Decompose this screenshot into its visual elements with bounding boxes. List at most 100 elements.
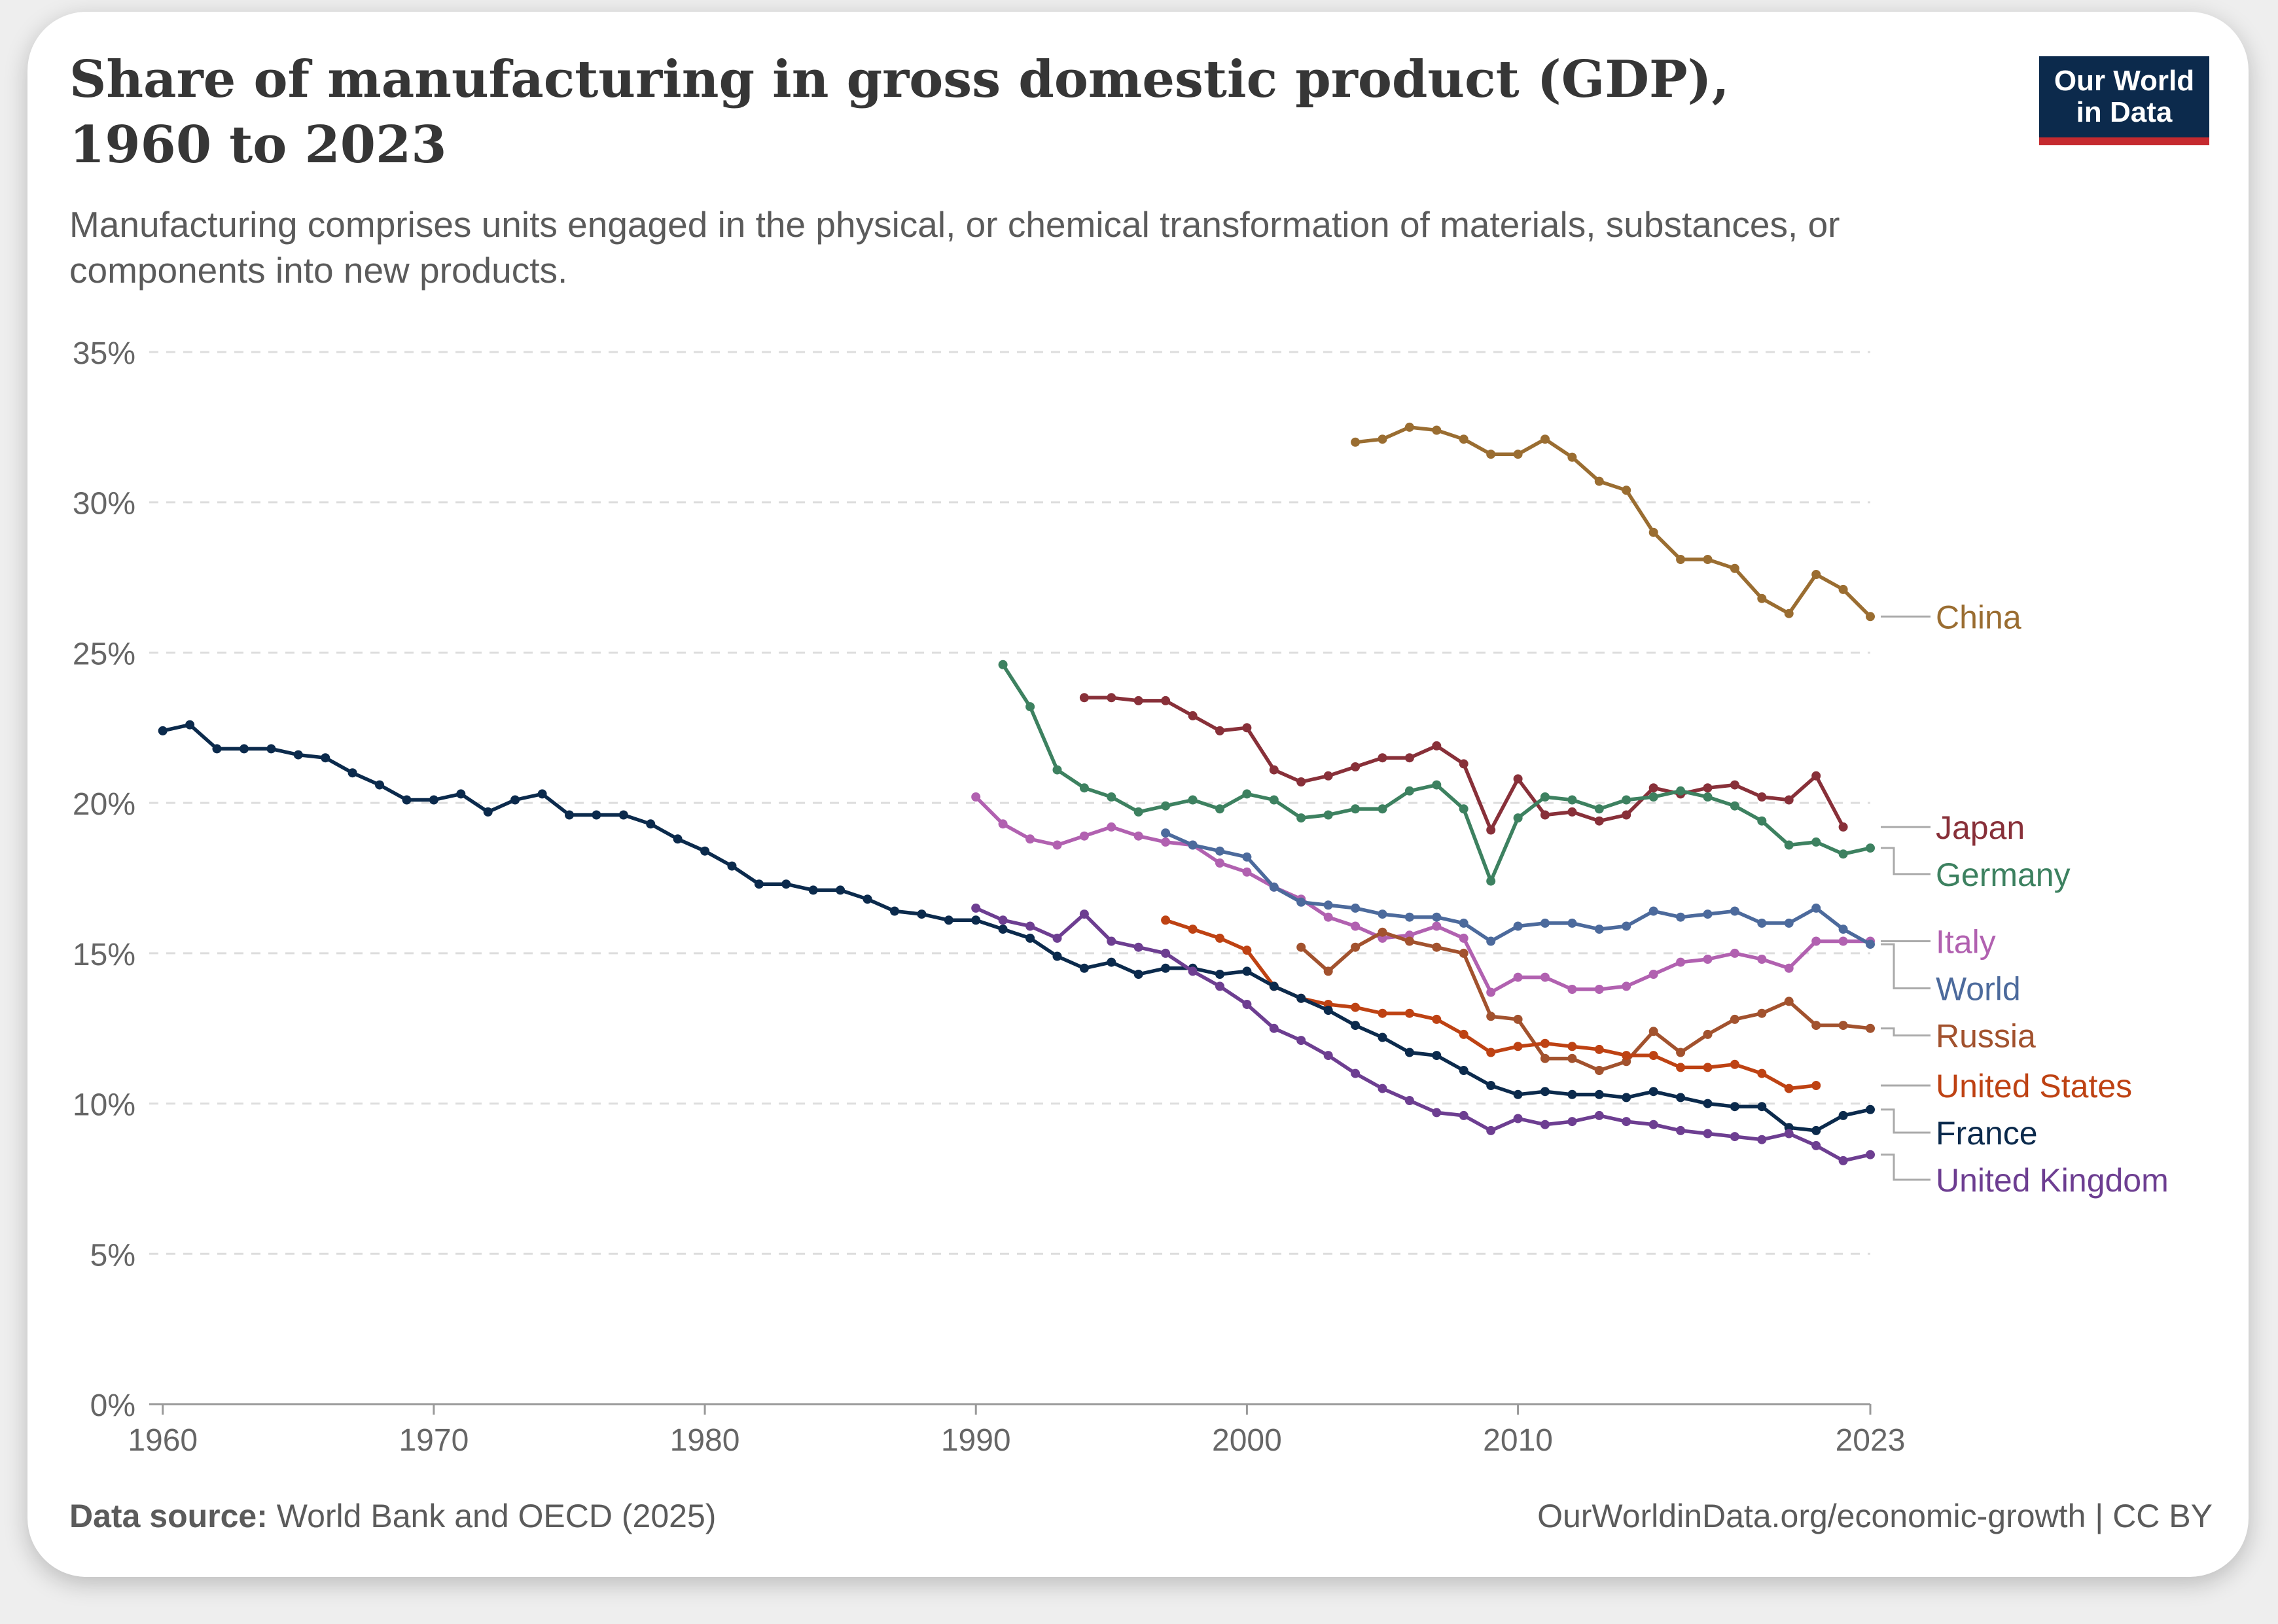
data-point-china xyxy=(1784,609,1794,618)
logo-line-2: in Data xyxy=(2076,96,2173,128)
data-point-germany xyxy=(1811,837,1821,847)
data-point-italy xyxy=(1757,955,1767,964)
data-point-united-states xyxy=(1784,1084,1794,1093)
data-point-germany xyxy=(1676,786,1686,796)
data-point-italy xyxy=(1540,972,1550,982)
data-point-france xyxy=(1703,1099,1713,1108)
x-tick-label: 1980 xyxy=(670,1423,740,1458)
y-tick-label: 15% xyxy=(73,938,135,972)
data-point-italy xyxy=(1107,822,1116,832)
footer-links: OurWorldinData.org/economic-growth | CC … xyxy=(1537,1497,2213,1535)
data-point-russia xyxy=(1404,936,1414,946)
data-source-label: Data source: xyxy=(69,1498,268,1534)
data-point-russia xyxy=(1757,1008,1767,1018)
data-point-russia xyxy=(1513,1014,1523,1024)
data-point-germany xyxy=(1052,765,1062,775)
data-point-germany xyxy=(1242,789,1252,799)
data-point-united-kingdom xyxy=(1079,909,1089,919)
data-point-china xyxy=(1730,563,1739,573)
data-point-japan xyxy=(1567,807,1577,817)
data-point-japan xyxy=(1242,723,1252,733)
data-point-france xyxy=(592,810,601,820)
data-point-germany xyxy=(1648,792,1658,802)
data-point-united-kingdom xyxy=(1676,1125,1686,1135)
data-point-russia xyxy=(1323,966,1333,976)
data-point-japan xyxy=(1540,810,1550,820)
data-point-china xyxy=(1486,450,1496,459)
data-point-france xyxy=(1107,957,1116,967)
data-point-world xyxy=(1486,936,1496,946)
x-tick-label: 1990 xyxy=(941,1423,1011,1458)
data-point-china xyxy=(1676,555,1686,564)
series-line-united-kingdom xyxy=(974,906,1872,1163)
data-point-world xyxy=(1784,918,1794,928)
data-point-china xyxy=(1622,485,1631,495)
data-point-world xyxy=(1513,921,1523,931)
data-point-france xyxy=(1594,1089,1604,1099)
owid-logo[interactable]: Our World in Data xyxy=(2039,56,2209,145)
data-point-china xyxy=(1378,434,1387,444)
data-point-italy xyxy=(1215,858,1224,868)
data-point-japan xyxy=(1269,765,1279,775)
legend-label-japan: Japan xyxy=(1936,809,2025,846)
data-point-united-states xyxy=(1757,1068,1767,1078)
source-url-link[interactable]: OurWorldinData.org/economic-growth xyxy=(1537,1498,2086,1534)
data-point-united-kingdom xyxy=(1703,1129,1713,1139)
data-point-china xyxy=(1513,450,1523,459)
data-point-russia xyxy=(1486,1012,1496,1021)
data-point-russia xyxy=(1567,1053,1577,1063)
data-point-china xyxy=(1757,593,1767,603)
license-link[interactable]: CC BY xyxy=(2112,1498,2213,1534)
data-point-germany xyxy=(1540,792,1550,802)
data-point-russia xyxy=(1811,1021,1821,1031)
series-line-italy xyxy=(974,795,1872,995)
data-point-world xyxy=(1351,903,1361,913)
data-point-france xyxy=(402,795,412,805)
x-tick-label: 2000 xyxy=(1212,1423,1282,1458)
data-point-france xyxy=(375,780,384,790)
data-point-italy xyxy=(1351,921,1361,931)
data-point-germany xyxy=(1622,795,1631,805)
data-point-japan xyxy=(1757,792,1767,802)
data-point-italy xyxy=(1676,957,1686,967)
data-point-china xyxy=(1404,422,1414,432)
data-point-france xyxy=(1866,1104,1875,1114)
data-point-germany xyxy=(1025,702,1035,712)
legend-label-russia: Russia xyxy=(1936,1017,2036,1054)
data-point-united-states xyxy=(1567,1042,1577,1051)
data-point-france xyxy=(727,861,737,871)
data-point-italy xyxy=(1025,834,1035,844)
data-point-italy xyxy=(1811,936,1821,946)
data-point-france xyxy=(944,915,953,925)
data-point-world xyxy=(1323,900,1333,910)
data-point-france xyxy=(1622,1093,1631,1103)
y-tick-label: 0% xyxy=(90,1388,135,1423)
data-point-france xyxy=(212,744,222,754)
data-point-italy xyxy=(1594,985,1604,994)
data-point-japan xyxy=(1351,762,1361,771)
data-point-france xyxy=(266,744,276,754)
data-point-italy xyxy=(1703,955,1713,964)
legend-connector-france xyxy=(1881,1108,1931,1134)
data-point-united-kingdom xyxy=(1242,1000,1252,1009)
data-point-germany xyxy=(1323,810,1333,820)
data-point-germany xyxy=(1378,804,1387,814)
data-point-united-kingdom xyxy=(971,903,981,913)
data-point-italy xyxy=(1486,987,1496,997)
x-tick-label: 1960 xyxy=(128,1423,198,1458)
y-tick-label: 10% xyxy=(73,1088,135,1123)
data-point-china xyxy=(1459,434,1468,444)
data-point-france xyxy=(781,879,791,889)
data-point-germany xyxy=(1161,801,1171,811)
data-point-united-kingdom xyxy=(1133,942,1143,952)
data-point-russia xyxy=(1540,1053,1550,1063)
data-point-united-kingdom xyxy=(1215,981,1224,991)
data-point-france xyxy=(1269,981,1279,991)
legend-connector-united-kingdom xyxy=(1881,1154,1931,1181)
data-point-germany xyxy=(1107,792,1116,802)
data-point-united-kingdom xyxy=(1730,1132,1739,1142)
data-point-france xyxy=(1567,1089,1577,1099)
data-point-japan xyxy=(1161,696,1171,705)
data-point-france xyxy=(1025,933,1035,943)
x-tick-label: 2023 xyxy=(1836,1423,1906,1458)
